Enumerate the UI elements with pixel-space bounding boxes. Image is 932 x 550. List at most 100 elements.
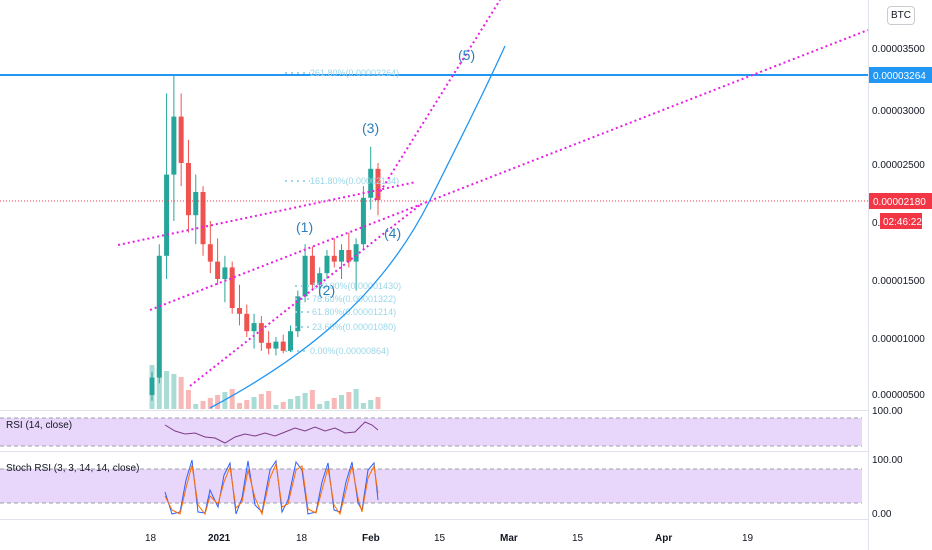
rsi-axis-top: 100.00 (872, 406, 903, 417)
rsi-band (0, 418, 862, 446)
candle-body (288, 331, 294, 351)
wave-label-4: (4) (384, 225, 401, 241)
candle-body (273, 341, 279, 349)
current-price-label: 0.00002180 (873, 197, 926, 208)
candle-body (222, 267, 228, 279)
wave-label-2: (2) (318, 282, 335, 298)
wave-label-5: (5) (458, 47, 475, 63)
candle-body (368, 168, 374, 198)
stoch-band (0, 469, 862, 503)
candle-body (346, 250, 352, 262)
volume-bar (164, 371, 170, 409)
fib-label-78: 78.60%(0.00001322) (312, 294, 396, 304)
time-tick: 15 (434, 533, 446, 544)
trendline-steep[interactable] (374, 0, 501, 201)
candle-body (375, 168, 381, 201)
candle-body (251, 323, 257, 332)
fib-label-161: 161.80%(0.00002134) (310, 176, 399, 186)
trendlines[interactable] (117, 0, 869, 387)
candle-body (178, 116, 184, 163)
rsi-line (164, 421, 379, 444)
trendline-upper[interactable] (117, 181, 417, 246)
volume-bar (353, 389, 359, 409)
candle-body (149, 377, 155, 395)
wave-label-3: (3) (362, 120, 379, 136)
candle-body (258, 323, 264, 343)
volume-bar (273, 405, 279, 409)
candle-body (156, 255, 162, 378)
stoch-d-line (164, 462, 379, 516)
candle-body (236, 308, 242, 314)
parabolic-curve[interactable] (209, 45, 506, 409)
candle-body (200, 192, 206, 245)
trendline-lower[interactable] (189, 204, 421, 387)
candle-body (207, 244, 213, 262)
stoch-axis-bottom: 0.00 (872, 509, 892, 520)
fib-label-61: 61.80%(0.00001214) (312, 307, 396, 317)
price-tick: 0.00002500 (872, 160, 925, 171)
fib-levels: 261.80%(0.00003264) 161.80%(0.00002134) … (285, 68, 401, 356)
main-pane[interactable] (0, 0, 868, 410)
volume-bar (331, 398, 337, 409)
volume-bar (156, 368, 162, 409)
volume-bar (215, 395, 221, 409)
volume-bar (280, 402, 286, 409)
stoch-k-line (164, 459, 379, 515)
time-tick: 18 (296, 533, 308, 544)
fib-label-0: 0.00%(0.00000864) (310, 346, 389, 356)
candle-body (164, 174, 170, 256)
volume-bar (171, 374, 177, 409)
countdown-label: 02:46:22 (883, 217, 922, 228)
rsi-label: RSI (14, close) (6, 420, 72, 431)
resistance-price-label: 0.00003264 (873, 71, 926, 82)
price-axis[interactable]: 0.00003500 0.00003000 0.00002500 0. 0.00… (872, 44, 925, 401)
candle-body (266, 342, 272, 349)
candle-body (193, 192, 199, 216)
candle-body (309, 255, 315, 285)
volume-bar (244, 400, 250, 409)
candle-body (215, 261, 221, 279)
candle-body (360, 197, 366, 245)
volume-bar (368, 400, 374, 409)
candle-body (302, 255, 308, 297)
time-tick-month: Feb (362, 533, 380, 544)
time-tick: 15 (572, 533, 584, 544)
price-tick: 0.00000500 (872, 390, 925, 401)
candle-body (339, 250, 345, 262)
candle-body (171, 116, 177, 175)
volume-bar (346, 392, 352, 409)
currency-badge[interactable]: BTC (887, 6, 915, 25)
volume-bars (149, 365, 381, 409)
candle-body (280, 341, 286, 351)
candle-body (229, 267, 235, 308)
candle-body (324, 255, 330, 274)
volume-bar (236, 403, 242, 409)
volume-bar (360, 403, 366, 409)
volume-bar (185, 390, 191, 409)
volume-bar (302, 393, 308, 409)
candle-body (353, 244, 359, 262)
price-tick: 0.00003000 (872, 106, 925, 117)
volume-bar (251, 397, 257, 409)
time-tick-month: Mar (500, 533, 518, 544)
candles (149, 74, 381, 401)
volume-bar (288, 399, 294, 409)
volume-bar (200, 401, 206, 409)
fib-label-23: 23.60%(0.00001080) (312, 322, 396, 332)
volume-bar (258, 394, 264, 409)
fib-label-100: 100.00%(0.00001430) (312, 281, 401, 291)
candle-body (244, 313, 250, 332)
countdown-tag (880, 213, 922, 229)
volume-bar (193, 404, 199, 409)
candle-body (331, 255, 337, 262)
time-tick: 18 (145, 533, 157, 544)
trendline-mid[interactable] (149, 29, 869, 311)
volume-bar (309, 390, 315, 409)
stoch-label: Stoch RSI (3, 3, 14, 14, close) (6, 463, 139, 474)
volume-bar (266, 391, 272, 409)
time-tick: 19 (742, 533, 754, 544)
resistance-price-tag (869, 67, 932, 83)
time-axis[interactable]: 18 2021 18 Feb 15 Mar 15 Apr 19 (145, 533, 754, 544)
fib-label-261: 261.80%(0.00003264) (310, 68, 399, 78)
